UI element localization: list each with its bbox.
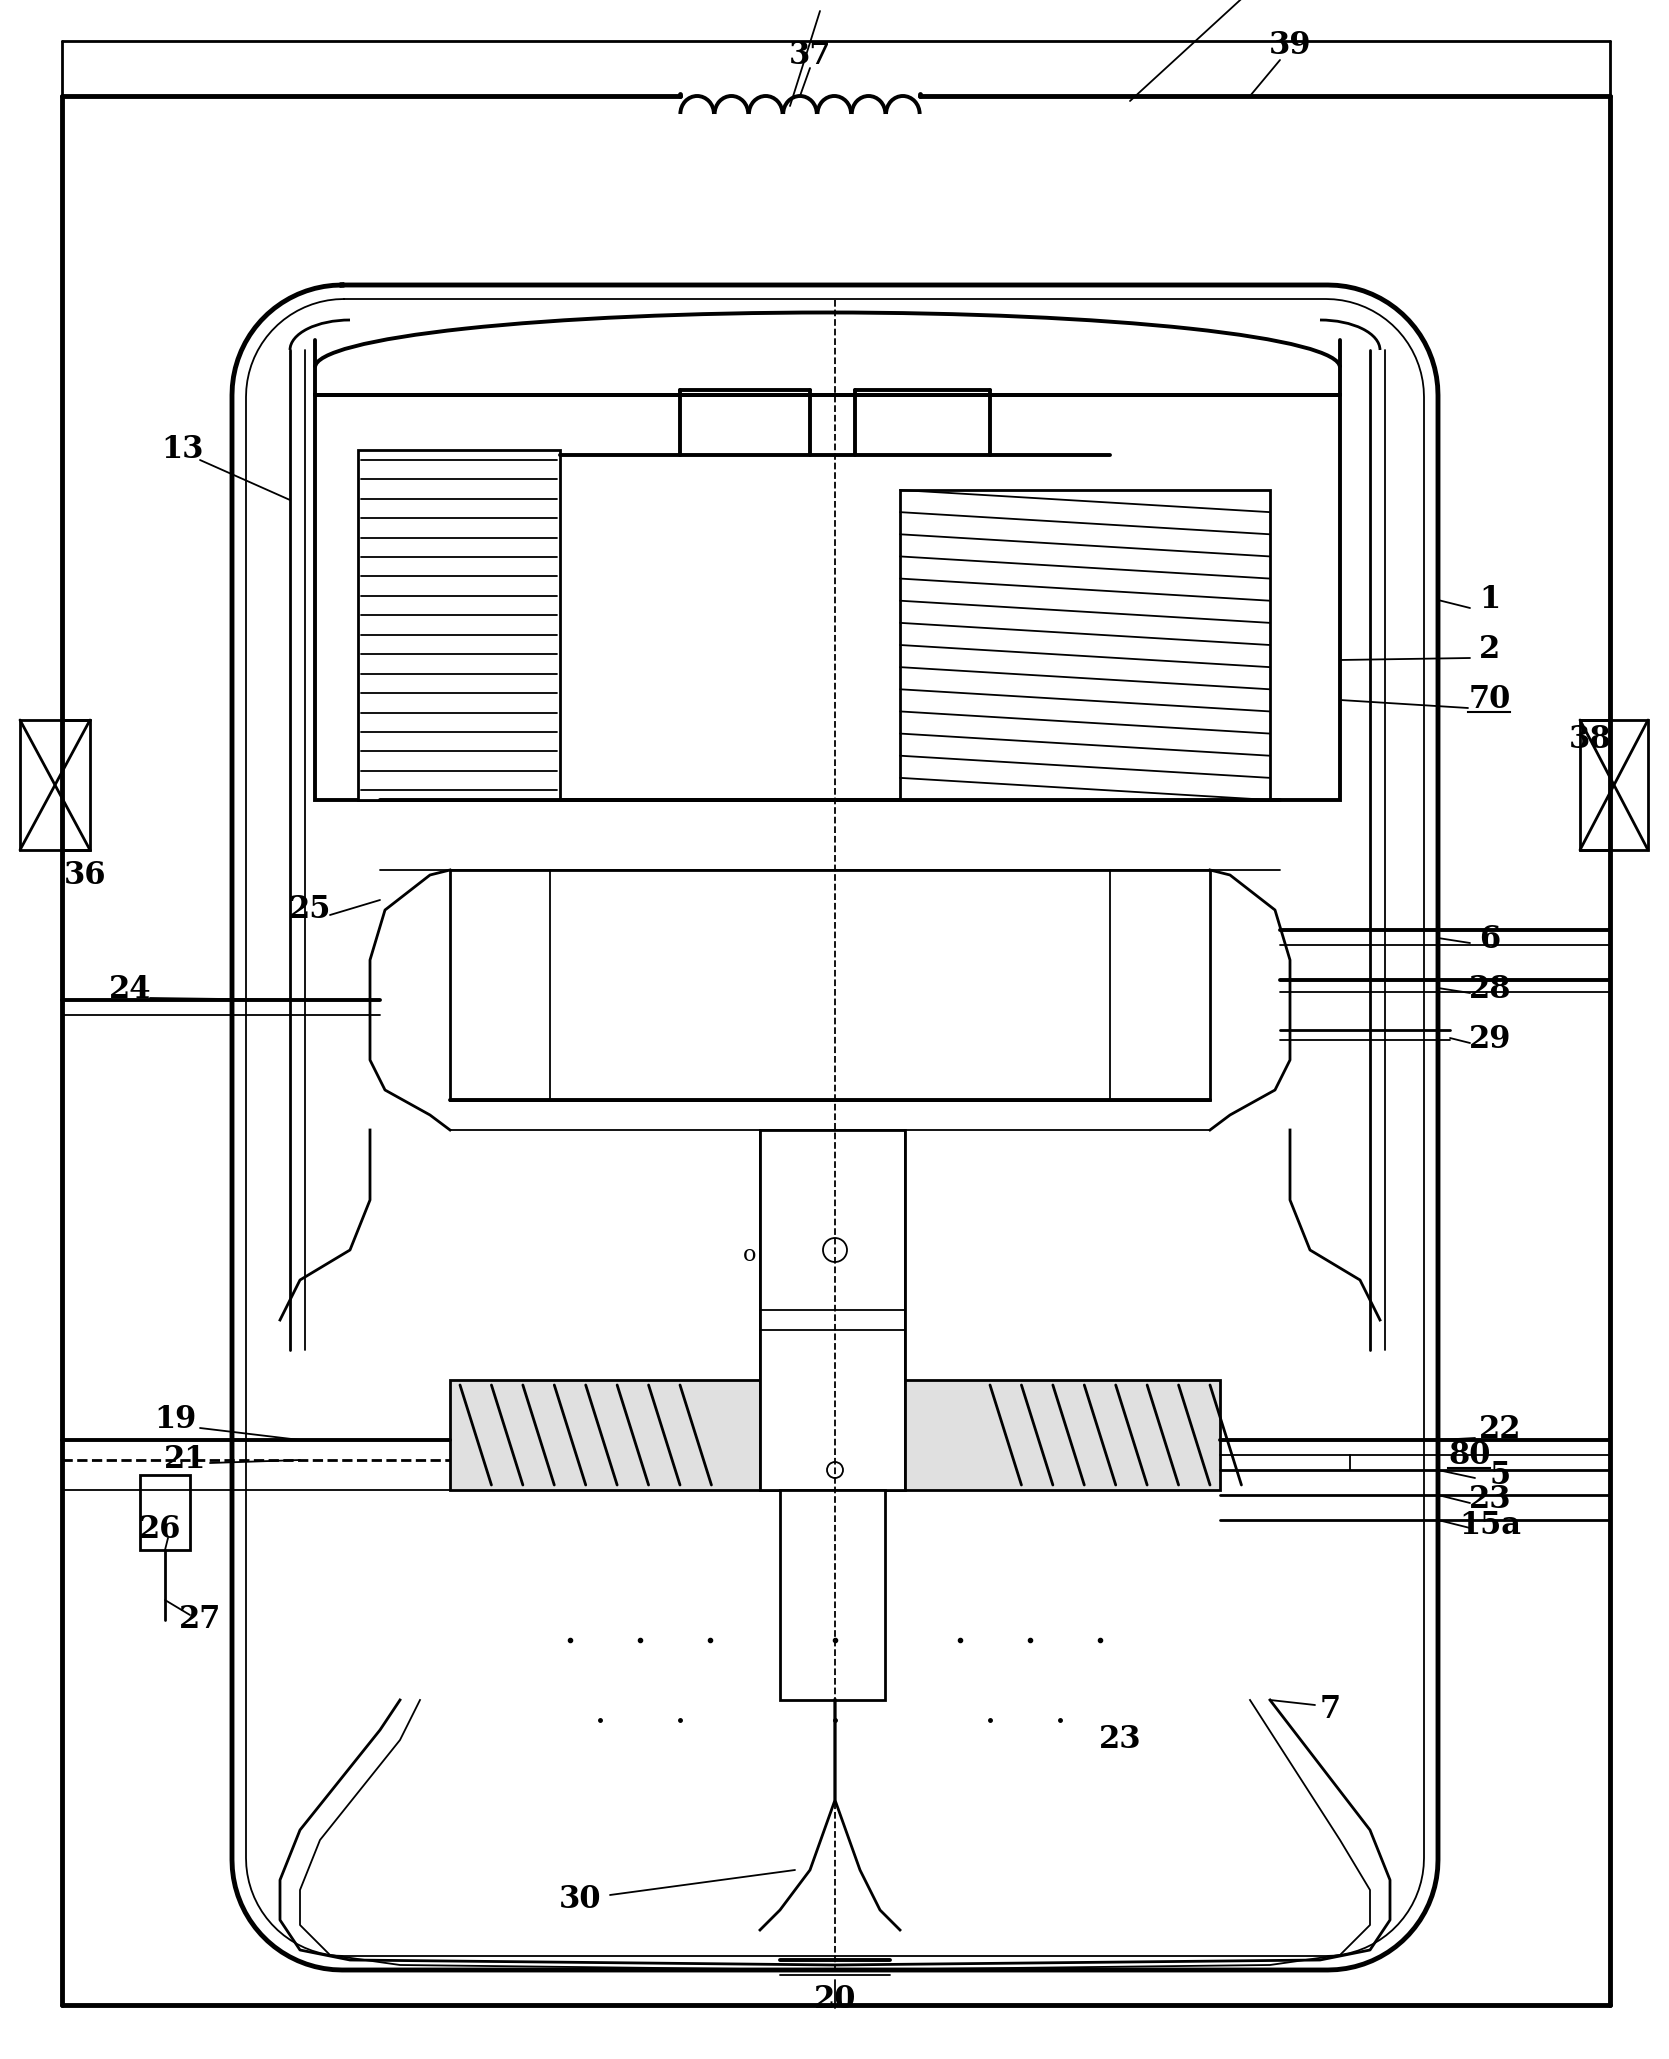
Text: 30: 30 (559, 1884, 601, 1915)
Text: 5: 5 (1489, 1460, 1510, 1491)
Text: 6: 6 (1479, 924, 1500, 955)
Text: 70: 70 (1469, 684, 1510, 714)
Text: 29: 29 (1469, 1025, 1510, 1056)
Text: 38: 38 (1569, 725, 1611, 756)
Bar (779, 1491, 885, 1701)
Text: 26: 26 (139, 1515, 182, 1546)
Text: 15a: 15a (1459, 1509, 1520, 1540)
Bar (315, 395, 1340, 801)
Text: 28: 28 (1469, 974, 1510, 1005)
Text: 22: 22 (1479, 1415, 1520, 1445)
Text: 80: 80 (1449, 1439, 1490, 1470)
Text: 1: 1 (1479, 585, 1500, 616)
Text: 27: 27 (179, 1604, 222, 1635)
Bar (20, 721, 90, 850)
Text: 39: 39 (1268, 29, 1312, 60)
Bar (140, 1474, 190, 1550)
Text: o: o (743, 1244, 756, 1266)
Text: 23: 23 (1469, 1485, 1512, 1515)
Bar (357, 451, 561, 801)
Text: 19: 19 (154, 1404, 197, 1435)
Bar (451, 871, 1210, 1100)
Bar (1581, 721, 1647, 850)
Text: 13: 13 (162, 434, 204, 465)
Text: 37: 37 (789, 39, 831, 70)
Text: 7: 7 (1320, 1695, 1340, 1725)
Text: 36: 36 (63, 859, 107, 889)
Bar (451, 1380, 1220, 1491)
Text: 24: 24 (108, 974, 152, 1005)
Bar (759, 1130, 905, 1491)
Text: 21: 21 (164, 1445, 207, 1476)
Text: 2: 2 (1479, 634, 1500, 665)
Text: 25: 25 (289, 894, 330, 924)
Text: 20: 20 (814, 1985, 856, 2016)
Bar (900, 490, 1270, 801)
Text: 23: 23 (1098, 1725, 1142, 1756)
